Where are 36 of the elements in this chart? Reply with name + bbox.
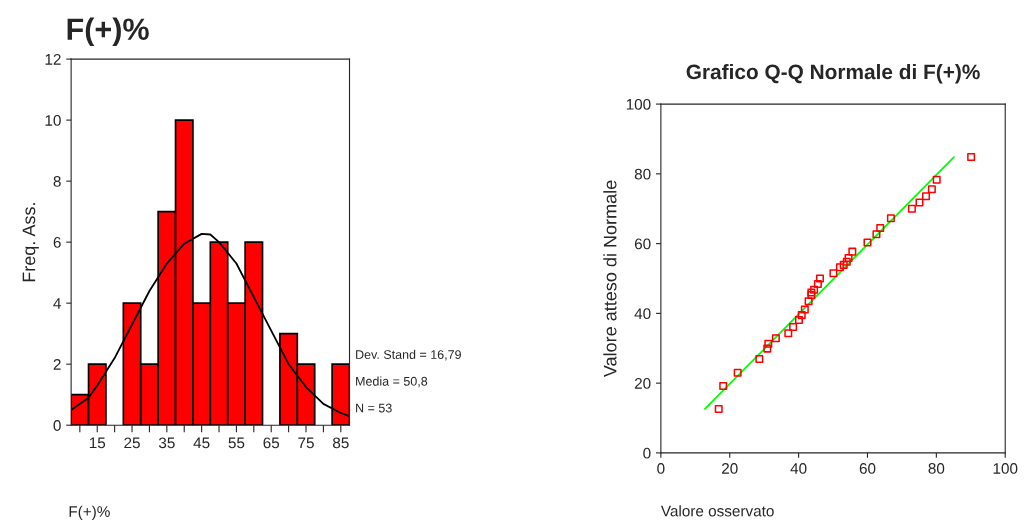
chart-title: Grafico Q-Q Normale di F(+)% [686, 63, 980, 84]
y-tick-label: 60 [634, 238, 651, 250]
y-tick-label: 8 [53, 176, 61, 187]
x-tick-label: 60 [859, 463, 876, 474]
x-axis-title: F(+)% [69, 505, 110, 520]
x-tick-label: 85 [332, 437, 349, 449]
y-tick-label: 10 [45, 114, 61, 126]
text: Media = 50,8 [356, 376, 428, 388]
y-tick-label: 2 [53, 359, 61, 370]
y-axis-title: Valore atteso di Normale [603, 180, 617, 378]
chart-title: F(+)% [67, 17, 149, 46]
x-tick-label: 25 [124, 437, 140, 449]
y-tick-label: 20 [634, 378, 651, 389]
x-tick-label: 65 [263, 437, 280, 449]
x-tick-label: 40 [790, 463, 807, 474]
x-tick-label: 45 [193, 437, 210, 449]
y-tick-label: 0 [53, 420, 61, 431]
text: N = 53 [356, 403, 392, 413]
y-tick-label: 6 [53, 237, 61, 248]
x-axis-title: Valore osservato [660, 505, 774, 517]
x-tick-label: 100 [993, 463, 1018, 474]
x-tick-label: 35 [158, 437, 175, 449]
x-tick-label: 80 [928, 463, 945, 474]
x-tick-label: 55 [228, 437, 245, 449]
x-tick-label: 0 [657, 463, 665, 474]
y-tick-label: 0 [643, 447, 651, 459]
y-tick-label: 12 [45, 53, 61, 65]
y-tick-label: 4 [53, 298, 61, 309]
x-tick-label: 20 [722, 463, 738, 474]
x-tick-label: 15 [89, 437, 106, 449]
text: Dev. Stand = 16,79 [356, 349, 461, 361]
y-tick-label: 40 [634, 308, 651, 320]
x-tick-label: 75 [298, 437, 314, 449]
y-tick-label: 100 [626, 98, 651, 110]
y-axis-title: Freq. Ass. [22, 203, 39, 282]
y-tick-label: 80 [634, 168, 651, 180]
